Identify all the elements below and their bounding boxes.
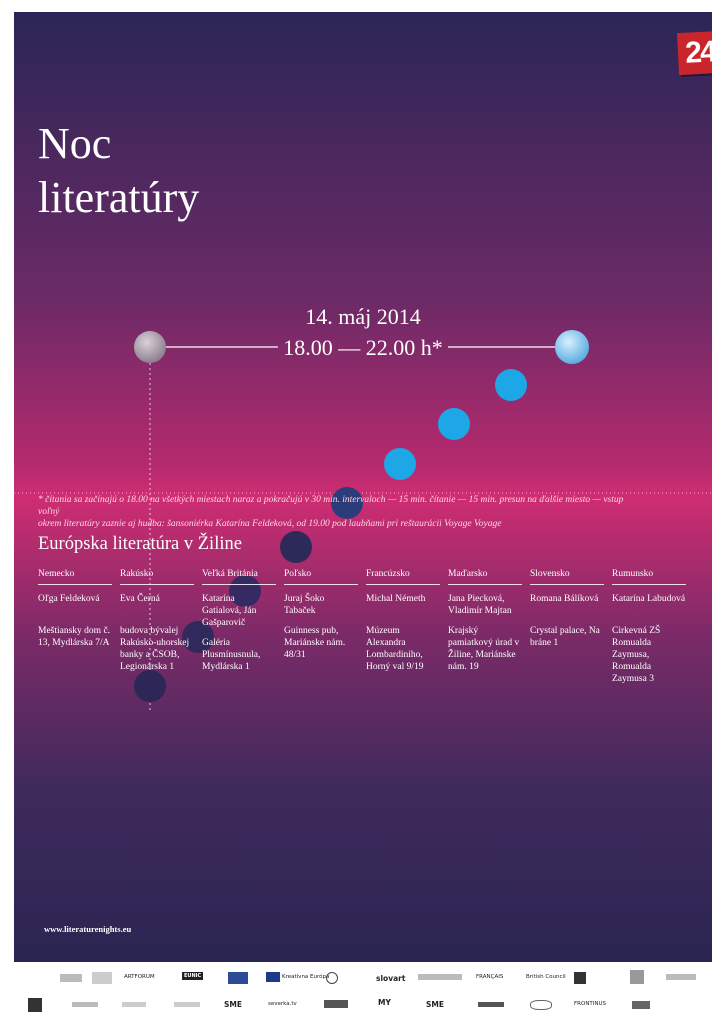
venue-address: Guinness pub, Mariánske nám. 48/31 <box>284 626 346 660</box>
logo-kreativna-europa: Kreatívna Európa <box>282 974 330 980</box>
site-24-badge: 24 <box>676 30 712 76</box>
side-label <box>18 1005 23 1006</box>
logo-placeholder <box>530 1000 552 1010</box>
logo-placeholder <box>632 1001 650 1009</box>
logo-sme-2: SME <box>426 1000 444 1009</box>
venue-address: budova bývalej Rakúsko-uhorskej banky a … <box>120 626 190 672</box>
phase-circle-1 <box>495 369 527 401</box>
author-name: Michal Németh <box>366 594 426 604</box>
logo-placeholder <box>122 1002 146 1007</box>
venue-address: Galéria Plusmínusnula, Mydlárska 1 <box>202 638 261 672</box>
country-label: Veľká Británia <box>202 568 276 585</box>
column-nemecko: Nemecko Oľga Feldeková Meštiansky dom č.… <box>38 568 112 649</box>
venue-address: Krajský pamiatkový úrad v Žiline, Marián… <box>448 626 520 672</box>
logo-placeholder <box>574 972 586 984</box>
column-velka-britania: Veľká Británia Katarína Gatialová, Ján G… <box>202 568 276 673</box>
country-label: Rumunsko <box>612 568 686 585</box>
title-line-1: Noc <box>38 119 112 168</box>
logo-placeholder <box>324 1000 348 1008</box>
logo-sme: SME <box>224 1000 242 1009</box>
venue-address: Múzeum Alexandra Lombardiniho, Horný val… <box>366 626 424 672</box>
logo-placeholder <box>418 974 462 980</box>
logo-placeholder <box>478 1002 504 1007</box>
author-name: Katarína Gatialová, Ján Gašparovič <box>202 594 257 628</box>
author-name: Eva Černá <box>120 594 160 604</box>
country-label: Rakúsko <box>120 568 194 585</box>
phase-circle-8 <box>134 670 166 702</box>
phase-circle-4 <box>331 487 363 519</box>
phase-circle-5 <box>280 531 312 563</box>
logo-british-council: British Council <box>526 974 566 980</box>
sponsor-logo-strip: ARTFORUM EUNIC Kreatívna Európa slovart … <box>14 966 712 1022</box>
footnote-line-2: okrem literatúry zaznie aj hudba: šanson… <box>38 519 502 529</box>
author-name: Jana Piecková, Vladimír Majtan <box>448 594 512 616</box>
poster: 24 Noc literatúry 14. máj 2014 18.00 — 2… <box>14 12 712 962</box>
logo-placeholder <box>92 972 112 984</box>
logo-my: MY <box>378 998 391 1007</box>
phase-circle-2 <box>438 408 470 440</box>
logo-francais: FRANÇAIS <box>476 974 504 980</box>
column-rumunsko: Rumunsko Katarína Labudová Cirkevná ZŠ R… <box>612 568 686 685</box>
section-title: Európska literatúra v Žiline <box>38 534 242 554</box>
moon-start <box>134 331 166 363</box>
logo-eunic: EUNIC <box>182 972 204 980</box>
column-polsko: Poľsko Juraj Šoko Tabaček Guinness pub, … <box>284 568 358 661</box>
phase-circle-7 <box>182 621 214 653</box>
moon-phase-graphic <box>14 330 712 712</box>
logo-artforum: ARTFORUM <box>124 974 155 980</box>
author-name: Juraj Šoko Tabaček <box>284 594 325 616</box>
goethe-icon <box>326 972 338 984</box>
venue-address: Cirkevná ZŠ Romualda Zaymusa, Romualda Z… <box>612 626 661 684</box>
logo-placeholder <box>28 998 42 1012</box>
country-label: Nemecko <box>38 568 112 585</box>
logo-frontinus: FRONTINUS <box>574 1001 607 1007</box>
eu-flag-icon <box>266 972 280 982</box>
column-francuzsko: Francúzsko Michal Németh Múzeum Alexandr… <box>366 568 440 673</box>
eu-flag-icon <box>228 972 248 984</box>
country-label: Maďarsko <box>448 568 522 585</box>
footnote-line-1: * čítania sa začínajú o 18.00 na všetkýc… <box>38 495 624 517</box>
author-name: Romana Bálíková <box>530 594 599 604</box>
logo-placeholder <box>666 974 696 980</box>
logo-slovart: slovart <box>376 974 406 983</box>
title-line-2: literatúry <box>38 173 200 222</box>
column-madarsko: Maďarsko Jana Piecková, Vladimír Majtan … <box>448 568 522 673</box>
logo-placeholder <box>60 974 82 982</box>
phase-circle-3 <box>384 448 416 480</box>
column-slovensko: Slovensko Romana Bálíková Crystal palace… <box>530 568 604 649</box>
moon-end <box>555 330 589 364</box>
event-time: 18.00 — 22.00 h* <box>283 335 443 360</box>
logo-placeholder <box>72 1002 98 1007</box>
footnote: * čítania sa začínajú o 18.00 na všetkýc… <box>38 494 638 530</box>
logo-severka: severka.tv <box>268 1001 297 1007</box>
venue-address: Crystal palace, Na bráne 1 <box>530 626 600 648</box>
author-name: Oľga Feldeková <box>38 594 100 604</box>
website-link[interactable]: www.literaturenights.eu <box>44 924 132 934</box>
logo-placeholder <box>174 1002 200 1007</box>
country-label: Francúzsko <box>366 568 440 585</box>
country-label: Poľsko <box>284 568 358 585</box>
logo-placeholder <box>630 970 644 984</box>
event-date: 14. máj 2014 <box>305 304 421 329</box>
phase-circle-6 <box>229 575 261 607</box>
column-rakusko: Rakúsko Eva Černá budova bývalej Rakúsko… <box>120 568 194 673</box>
venue-address: Meštiansky dom č. 13, Mydlárska 7/A <box>38 626 111 648</box>
author-name: Katarína Labudová <box>612 594 686 604</box>
country-label: Slovensko <box>530 568 604 585</box>
